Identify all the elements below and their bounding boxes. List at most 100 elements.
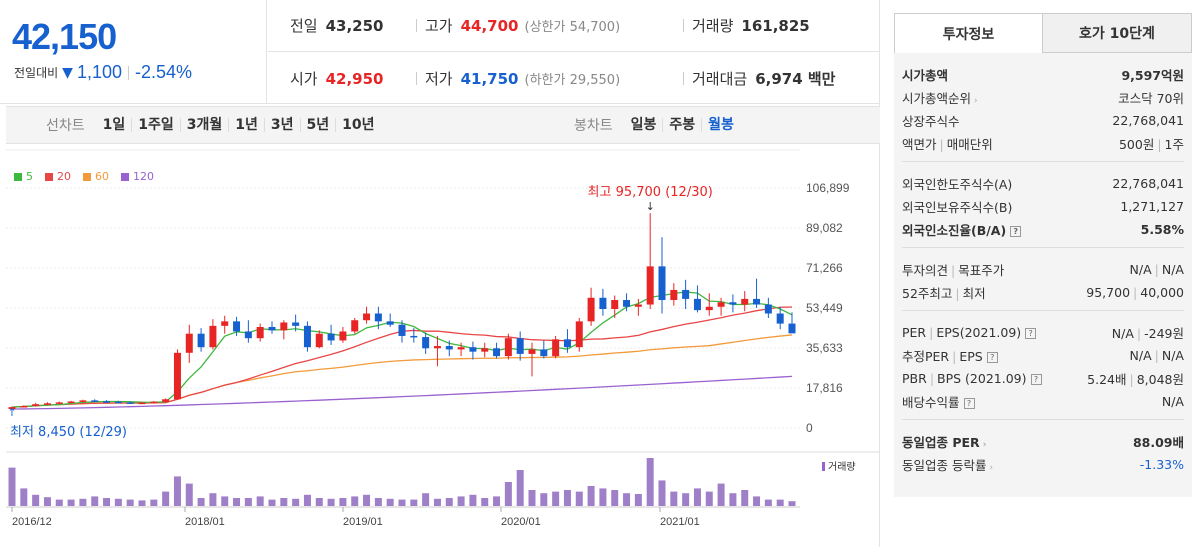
candle-body: [268, 326, 276, 331]
info-label: 상장주식수: [902, 114, 960, 129]
candle-body: [504, 338, 512, 357]
candle-period-1[interactable]: 주봉: [663, 118, 703, 132]
main-area: 42,150 전일대비 ▼ 1,100 -2.54% 전일 43,250 고가 44…: [0, 0, 880, 547]
x-tick-label: 2016/12: [12, 516, 52, 528]
info-label: 시가총액순위 ›: [902, 91, 978, 106]
info-row: 외국인소진율(B/A)? 5.58%: [902, 218, 1184, 241]
candle-body: [351, 320, 359, 332]
volume-bar: [682, 493, 690, 506]
line-period-5[interactable]: 5년: [301, 118, 337, 132]
info-group-3: 투자의견 | 목표주가 N/A | N/A 52주최고 | 최저 95,700 | 40,000: [902, 258, 1184, 311]
info-label: 외국인보유주식수(B): [902, 200, 1013, 215]
chevron-right-icon[interactable]: ›: [982, 440, 987, 450]
candle-body: [398, 324, 406, 336]
info-row: 투자의견 | 목표주가 N/A | N/A: [902, 258, 1184, 281]
help-icon[interactable]: ?: [1030, 374, 1042, 385]
candle-body: [741, 298, 749, 305]
info-row: 외국인한도주식수(A) 22,768,041: [902, 172, 1184, 195]
legend-ma-120: 120: [121, 170, 154, 183]
x-tick-label: 2021/01: [660, 516, 700, 528]
chevron-right-icon[interactable]: ›: [989, 463, 994, 473]
candle-body: [693, 298, 701, 311]
info-label: 외국인소진율(B/A)?: [902, 220, 1022, 239]
volume-bar: [658, 480, 666, 506]
volume-bar: [209, 493, 217, 506]
line-chart-label: 선차트: [46, 118, 85, 134]
line-period-4[interactable]: 3년: [265, 118, 301, 132]
volume-bar: [575, 491, 583, 506]
info-label: 투자의견 | 목표주가: [902, 263, 1005, 278]
candle-body: [528, 349, 536, 354]
info-label: 추정PER | EPS?: [902, 346, 998, 365]
volume-bar: [173, 476, 181, 506]
volume-bar: [469, 494, 477, 506]
volume-bar: [386, 498, 394, 506]
volume-bar: [8, 467, 16, 506]
price-box: 42,150 전일대비 ▼ 1,100 -2.54%: [0, 0, 267, 104]
candle-body: [516, 338, 524, 354]
volume-bar: [717, 483, 725, 506]
candle-period-0[interactable]: 일봉: [625, 118, 664, 132]
x-tick-label: 2019/01: [343, 516, 383, 528]
volume-bar: [303, 494, 311, 506]
volume-bar: [43, 497, 51, 506]
y-tick-label: 0: [806, 421, 813, 435]
volume-bar: [138, 500, 146, 506]
volume-bar: [776, 499, 784, 506]
volume-bar: [611, 490, 619, 506]
line-period-2[interactable]: 3개월: [181, 118, 230, 132]
volume-bar: [528, 490, 536, 506]
info-label: 동일업종 등락률 ›: [902, 458, 994, 473]
candle-body: [32, 404, 40, 406]
volume-bar: [422, 493, 430, 506]
info-value: 22,768,041: [1112, 176, 1184, 191]
price-change: 전일대비 ▼ 1,100 -2.54%: [14, 62, 192, 83]
volume-bar: [32, 494, 40, 506]
candle-body: [43, 403, 51, 405]
info-row: 배당수익률? N/A: [902, 390, 1184, 413]
candle-body: [575, 321, 583, 348]
help-icon[interactable]: ?: [986, 352, 998, 363]
y-tick-label: 17,816: [806, 381, 843, 395]
line-period-1[interactable]: 1주일: [132, 118, 181, 132]
x-tick-label: 2018/01: [185, 516, 225, 528]
line-period-6[interactable]: 10년: [342, 117, 375, 133]
candle-period-2[interactable]: 월봉: [708, 117, 734, 133]
help-icon[interactable]: ?: [1010, 226, 1022, 237]
info-row: 동일업종 PER › 88.09배: [902, 430, 1184, 453]
stock-chart[interactable]: 106,899 89,082 71,266 53,449 35,633 17,816 0 최고…: [0, 0, 880, 547]
candle-body: [374, 313, 382, 322]
ma120-line: [11, 375, 793, 410]
volume-bar: [280, 498, 288, 506]
info-row: 외국인보유주식수(B) 1,271,127: [902, 195, 1184, 218]
volume-bar: [445, 498, 453, 506]
candle-body: [469, 347, 477, 352]
line-period-0[interactable]: 1일: [97, 118, 133, 132]
info-label: 액면가 | 매매단위: [902, 137, 993, 152]
help-icon[interactable]: ?: [1025, 328, 1037, 339]
candle-body: [611, 300, 619, 310]
candle-body: [209, 325, 217, 348]
info-row: 시가총액순위 › 코스닥 70위: [902, 86, 1184, 109]
tab-quote-10[interactable]: 호가 10단계: [1043, 13, 1192, 53]
volume-bar: [587, 486, 595, 506]
chevron-right-icon[interactable]: ›: [974, 96, 978, 106]
min-arrow-icon: ↑: [7, 406, 16, 419]
info-value: 5.24배 | 8,048원: [1087, 372, 1184, 387]
volume-bar: [79, 498, 87, 506]
volume-bar: [788, 501, 796, 506]
line-period-3[interactable]: 1년: [229, 118, 265, 132]
volume-bar: [363, 494, 371, 506]
volume-bar: [563, 490, 571, 506]
volume-bar: [741, 490, 749, 506]
volume-bar: [729, 493, 737, 506]
y-tick-label: 89,082: [806, 221, 843, 235]
candle-body: [327, 333, 335, 341]
volume-legend-label: 거래량: [828, 461, 856, 473]
help-icon[interactable]: ?: [963, 398, 975, 409]
tab-invest-info[interactable]: 투자정보: [894, 13, 1043, 53]
info-row: PER | EPS(2021.09)? N/A | -249원: [902, 321, 1184, 344]
info-group-5: 동일업종 PER › 88.09배 동일업종 등락률 › -1.33%: [902, 430, 1184, 482]
candle-body: [91, 400, 99, 402]
candle-body: [540, 349, 548, 357]
